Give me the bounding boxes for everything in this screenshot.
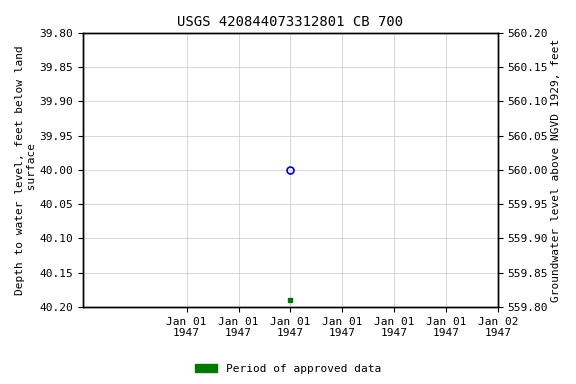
Title: USGS 420844073312801 CB 700: USGS 420844073312801 CB 700 <box>177 15 403 29</box>
Legend: Period of approved data: Period of approved data <box>191 359 385 379</box>
Y-axis label: Groundwater level above NGVD 1929, feet: Groundwater level above NGVD 1929, feet <box>551 38 561 301</box>
Y-axis label: Depth to water level, feet below land
 surface: Depth to water level, feet below land su… <box>15 45 37 295</box>
